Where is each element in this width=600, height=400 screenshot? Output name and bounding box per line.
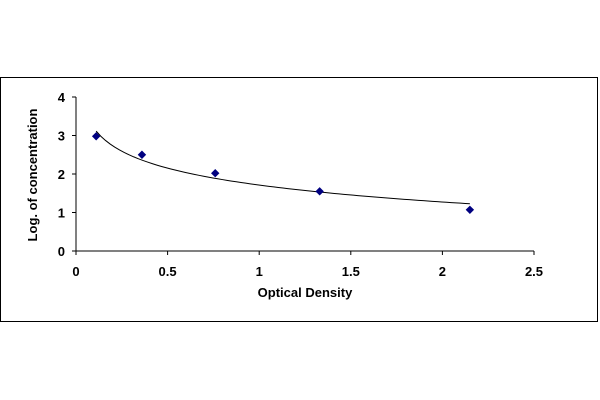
x-ticks: 0 0.5 1 1.5 2 2.5	[72, 251, 543, 279]
data-point	[137, 150, 147, 159]
y-ticks: 0 1 2 3 4	[58, 90, 76, 259]
data-point	[91, 132, 101, 141]
data-point	[315, 187, 324, 196]
x-axis-title: Optical Density	[258, 285, 353, 300]
y-tick-label: 0	[58, 244, 65, 259]
y-tick-label: 2	[58, 167, 65, 182]
chart-frame	[0, 77, 598, 322]
axes	[75, 97, 534, 252]
y-axis-title: Log. of concentration	[25, 109, 40, 242]
x-tick-label: 2	[439, 264, 446, 279]
data-point	[465, 205, 475, 215]
data-point	[211, 169, 220, 178]
trend-curve	[95, 130, 470, 205]
y-tick-label: 1	[58, 206, 65, 221]
x-tick-label: 1	[256, 264, 263, 279]
x-tick-label: 0	[72, 264, 79, 279]
y-tick-label: 4	[58, 90, 66, 105]
data-points	[91, 132, 475, 215]
x-tick-label: 0.5	[159, 264, 177, 279]
x-tick-label: 2.5	[525, 264, 543, 279]
y-tick-label: 3	[58, 129, 65, 144]
x-tick-label: 1.5	[342, 264, 360, 279]
